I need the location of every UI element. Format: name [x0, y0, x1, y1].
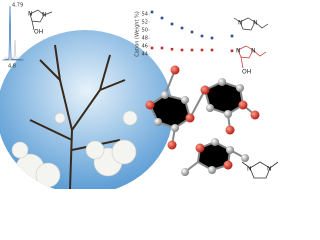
atom-label: N — [236, 48, 241, 55]
point — [190, 48, 194, 52]
y-tick-label: 44 — [142, 52, 148, 58]
atom-label: N — [247, 166, 252, 173]
y-tick-label: 52 — [142, 20, 148, 26]
plot: 44 46 48 50 52 54 — [142, 10, 234, 58]
point — [160, 46, 164, 50]
point — [200, 48, 204, 52]
point — [210, 36, 214, 40]
point — [190, 30, 194, 34]
atom-label: N — [251, 48, 256, 55]
atom-label: N — [267, 166, 272, 173]
point — [230, 49, 234, 53]
nmr-peak: 4.79 — [12, 3, 23, 9]
atom-label: OH — [242, 69, 251, 76]
nmr-axis: 4.8 — [8, 64, 16, 70]
atom-label: N — [238, 20, 243, 27]
y-tick-label: 54 — [142, 12, 148, 18]
structure-bottom: N N — [241, 161, 279, 179]
point — [230, 34, 234, 38]
atom-label: OH — [34, 29, 43, 36]
y-tick-label: 48 — [142, 36, 148, 42]
atom-label: N — [253, 20, 258, 27]
graphical-abstract: 4.79 4.8 N N OH N N N N OH — [0, 3, 279, 189]
cotton-photo — [0, 30, 173, 189]
point — [150, 10, 154, 14]
atom-label: N — [42, 12, 47, 19]
structure-red: N N OH — [236, 45, 267, 76]
y-tick-label: 50 — [142, 28, 148, 34]
atom-label: N — [28, 11, 33, 18]
point — [180, 26, 184, 30]
structure-top-left: N N OH — [28, 9, 53, 36]
point — [210, 48, 214, 52]
y-axis-label: Cation (Weight %) — [135, 11, 141, 56]
point — [150, 46, 154, 50]
point — [180, 48, 184, 52]
point — [170, 22, 174, 26]
y-tick-label: 46 — [142, 44, 148, 50]
molecular-model — [145, 65, 260, 176]
point — [200, 34, 204, 38]
point — [170, 47, 174, 51]
point — [160, 16, 164, 20]
structure-blue: N N — [233, 17, 269, 31]
nmr-spectrum: 4.79 4.8 — [2, 3, 24, 70]
